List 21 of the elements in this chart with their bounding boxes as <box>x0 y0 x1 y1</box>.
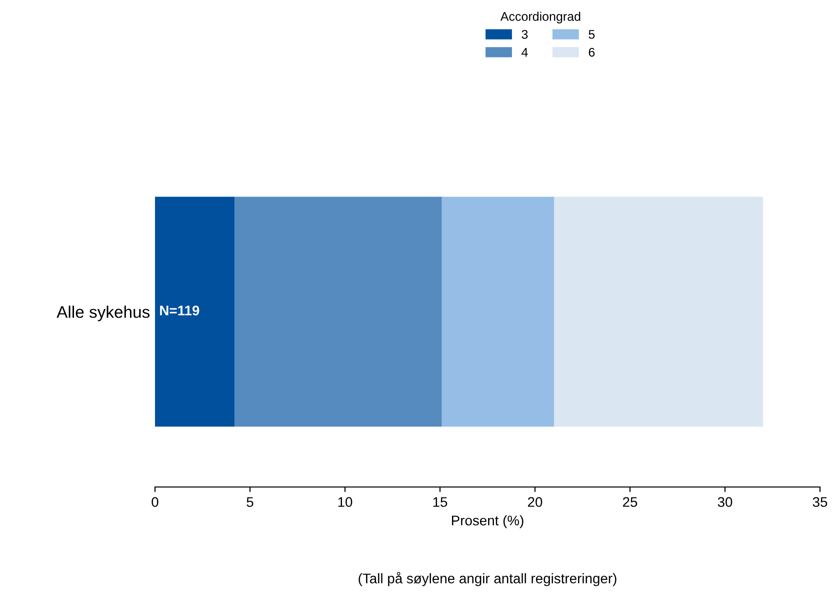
x-tick-label: 20 <box>528 497 542 507</box>
legend-label: 6 <box>588 48 595 57</box>
x-tick-label: 30 <box>718 497 732 507</box>
x-tick-label: 5 <box>246 497 254 507</box>
x-axis-title: Prosent (%) <box>452 515 524 528</box>
legend-label: 3 <box>522 30 528 39</box>
annotation: N=119 <box>160 306 200 316</box>
text: (Tall på søylene angir antall registreringer) <box>358 572 616 586</box>
bar <box>554 196 763 427</box>
legend-label: 5 <box>588 30 595 39</box>
legend-label: 4 <box>522 48 528 57</box>
bar <box>234 196 442 427</box>
bar <box>442 196 554 427</box>
x-tick-label: 25 <box>622 497 638 507</box>
x-tick-label: 15 <box>433 497 448 507</box>
x-tick-label: 0 <box>152 497 158 507</box>
legend-title: Accordiongrad <box>500 12 580 24</box>
x-tick-label: 35 <box>812 497 828 507</box>
x-tick-label: 10 <box>338 497 352 507</box>
y-tick-label: Alle sykehus <box>56 306 150 322</box>
bar <box>155 196 235 427</box>
